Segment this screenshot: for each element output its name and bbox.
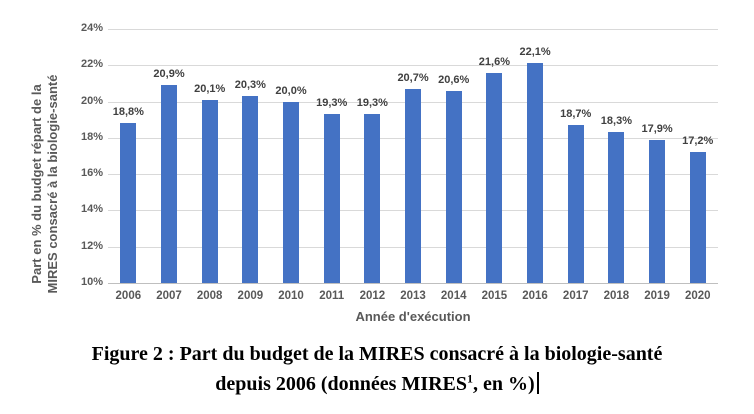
bar bbox=[201, 99, 218, 283]
caption-line1[interactable]: Figure 2 : Part du budget de la MIRES co… bbox=[91, 343, 663, 365]
bar bbox=[405, 88, 422, 283]
caption-footnote-superscript: 1 bbox=[467, 371, 474, 386]
x-tick-label: 2013 bbox=[400, 290, 426, 302]
x-tick-label: 2017 bbox=[562, 290, 589, 302]
x-tick-label: 2012 bbox=[359, 290, 386, 302]
x-tick-label: 2008 bbox=[196, 290, 223, 302]
bar-value-label: 19,3% bbox=[316, 97, 348, 110]
bars-row: 18,8% 20,9% 20,1% 20,3% 20,0% 19,3% 19,3% 20,7%… bbox=[108, 29, 718, 283]
bar bbox=[323, 114, 340, 283]
bar bbox=[161, 85, 177, 283]
bar bbox=[486, 72, 503, 283]
y-axis-tick-labels: 10% 12% 14% 16% 18% 20% 22% 24% bbox=[0, 22, 103, 288]
gridline bbox=[108, 29, 718, 30]
x-tick-label: 2010 bbox=[278, 290, 304, 302]
x-tick-label: 2006 bbox=[115, 290, 142, 302]
bar-slot: 20,7% bbox=[393, 29, 434, 283]
bar bbox=[242, 96, 259, 283]
bar-value-label: 17,2% bbox=[682, 135, 714, 148]
text-cursor bbox=[536, 372, 539, 394]
y-tick-label: 18% bbox=[80, 130, 103, 143]
bar bbox=[608, 132, 625, 283]
bar bbox=[527, 63, 544, 283]
bar-slot: 17,9% bbox=[637, 29, 678, 283]
y-tick-label: 14% bbox=[80, 203, 103, 216]
bar-slot: 18,3% bbox=[596, 29, 637, 283]
plot-area: 18,8% 20,9% 20,1% 20,3% 20,0% 19,3% 19,3% 20,7%… bbox=[108, 29, 718, 284]
bar-slot: 18,8% bbox=[108, 29, 149, 283]
bar bbox=[445, 90, 462, 283]
bar-value-label: 17,9% bbox=[641, 122, 673, 135]
x-tick-label: 2015 bbox=[481, 290, 508, 302]
bar-slot: 20,3% bbox=[230, 29, 271, 283]
x-tick-label: 2007 bbox=[156, 290, 182, 302]
bar-value-label: 20,7% bbox=[397, 71, 429, 84]
caption-line2-suffix: , en %) bbox=[473, 373, 535, 395]
x-tick-label: 2019 bbox=[644, 290, 670, 302]
y-tick-label: 24% bbox=[80, 22, 103, 34]
bar bbox=[649, 139, 666, 283]
x-tick-label: 2014 bbox=[440, 290, 467, 302]
bar-value-label: 18,7% bbox=[560, 108, 592, 121]
bar-slot: 17,2% bbox=[677, 29, 718, 283]
bar-value-label: 18,3% bbox=[600, 115, 632, 128]
x-tick-label: 2009 bbox=[237, 290, 264, 302]
caption-line2[interactable]: depuis 2006 (données MIRES1, en %) bbox=[0, 369, 754, 399]
bar bbox=[689, 152, 706, 283]
y-tick-label: 10% bbox=[80, 276, 103, 288]
x-tick-label: 2011 bbox=[319, 290, 345, 302]
bar-slot: 19,3% bbox=[311, 29, 352, 283]
x-tick-label: 2020 bbox=[684, 290, 711, 302]
bar-value-label: 20,9% bbox=[153, 68, 185, 81]
bar-value-label: 22,1% bbox=[519, 46, 551, 59]
x-axis-baseline bbox=[108, 283, 718, 284]
bar-value-label: 18,8% bbox=[112, 106, 144, 119]
y-tick-label: 12% bbox=[80, 239, 103, 252]
bar bbox=[567, 125, 584, 283]
bar-slot: 20,1% bbox=[189, 29, 230, 283]
bar-slot: 19,3% bbox=[352, 29, 393, 283]
bar-slot: 20,9% bbox=[149, 29, 190, 283]
caption-line2-prefix: depuis 2006 (données MIRES bbox=[215, 373, 468, 395]
bar-value-label: 21,6% bbox=[478, 55, 510, 68]
figure-caption[interactable]: Figure 2 : Part du budget de la MIRES co… bbox=[0, 339, 754, 399]
bar-value-label: 20,0% bbox=[275, 84, 307, 97]
bar-value-label: 20,1% bbox=[194, 82, 226, 95]
x-tick-label: 2018 bbox=[603, 290, 630, 302]
y-tick-label: 22% bbox=[80, 58, 103, 71]
x-tick-label: 2016 bbox=[522, 290, 548, 302]
bar-value-label: 20,3% bbox=[234, 79, 266, 92]
bar-slot: 20,6% bbox=[433, 29, 474, 283]
bar-value-label: 20,6% bbox=[438, 73, 470, 86]
bar bbox=[283, 101, 300, 283]
bar bbox=[120, 123, 137, 283]
bar-slot: 18,7% bbox=[555, 29, 596, 283]
chart-figure[interactable]: Part en % du budget répart de la MIRES c… bbox=[0, 0, 754, 335]
x-axis-title: Année d'exécution bbox=[355, 309, 471, 324]
y-tick-label: 16% bbox=[80, 167, 103, 180]
y-tick-label: 20% bbox=[80, 94, 103, 107]
bar-slot: 22,1% bbox=[515, 29, 556, 283]
bar-slot: 21,6% bbox=[474, 29, 515, 283]
gridline bbox=[108, 65, 718, 67]
bar bbox=[364, 114, 381, 283]
bar-value-label: 19,3% bbox=[356, 97, 388, 110]
bar-slot: 20,0% bbox=[271, 29, 312, 283]
x-axis-tick-labels: 2006 2007 2008 2009 2010 2011 2012 2013 2014 2015… bbox=[108, 290, 718, 302]
